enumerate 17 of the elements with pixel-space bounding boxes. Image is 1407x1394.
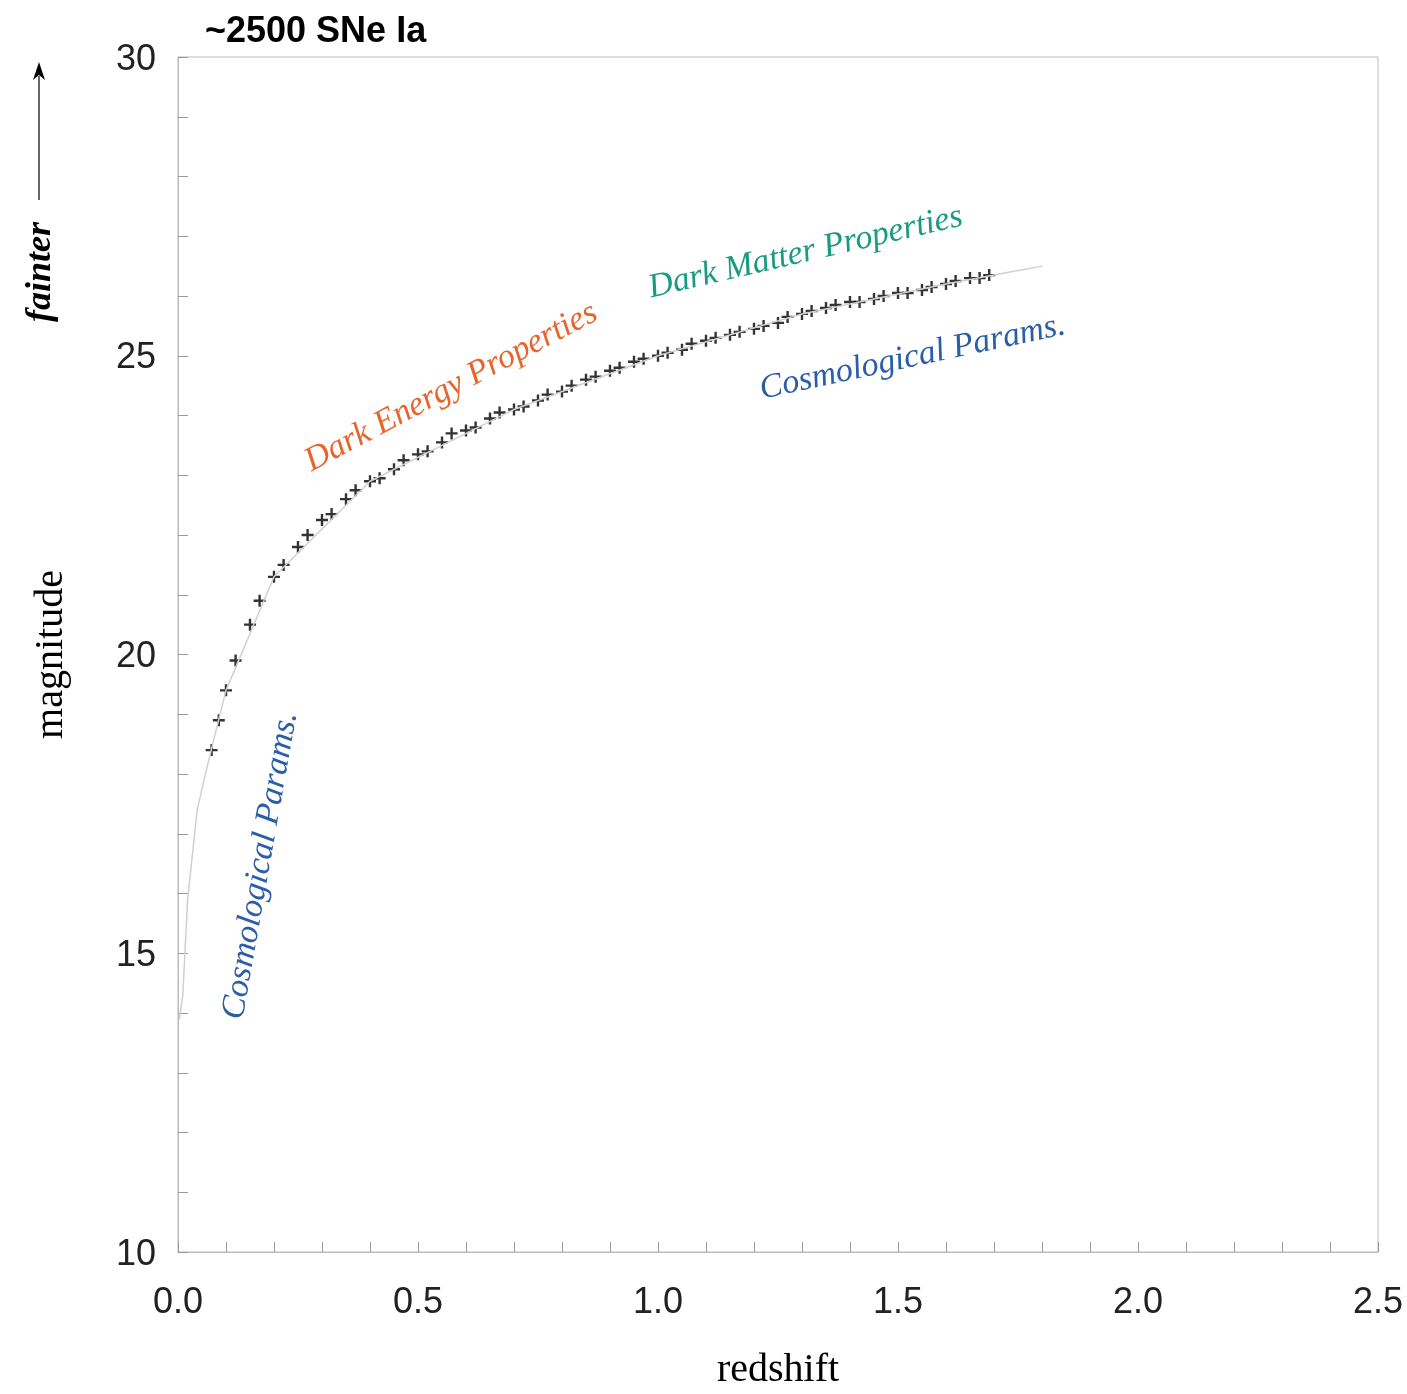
y-tick-label: 10 xyxy=(115,1231,156,1273)
chart-title: ~2500 SNe Ia xyxy=(205,8,428,50)
y-tick-label: 15 xyxy=(115,932,156,974)
x-tick-label: 1.5 xyxy=(872,1279,924,1321)
annotation: Cosmological Params. xyxy=(212,708,304,1022)
x-tick-label: 0.5 xyxy=(392,1279,444,1321)
x-tick-label: 2.0 xyxy=(1112,1279,1164,1321)
x-tick-label: 1.0 xyxy=(632,1279,684,1321)
x-tick-label: 2.5 xyxy=(1352,1279,1404,1321)
y-tick-label: 30 xyxy=(115,36,156,78)
annotation: Dark Matter Properties xyxy=(643,195,966,305)
x-axis-title: redshift xyxy=(716,1344,840,1390)
y-axis-title: magnitude xyxy=(25,570,71,739)
y-tick-label: 20 xyxy=(115,634,156,675)
text: fainter xyxy=(17,221,59,323)
y-tick-label: 25 xyxy=(115,335,156,377)
x-tick-label: 0.0 xyxy=(152,1279,204,1321)
